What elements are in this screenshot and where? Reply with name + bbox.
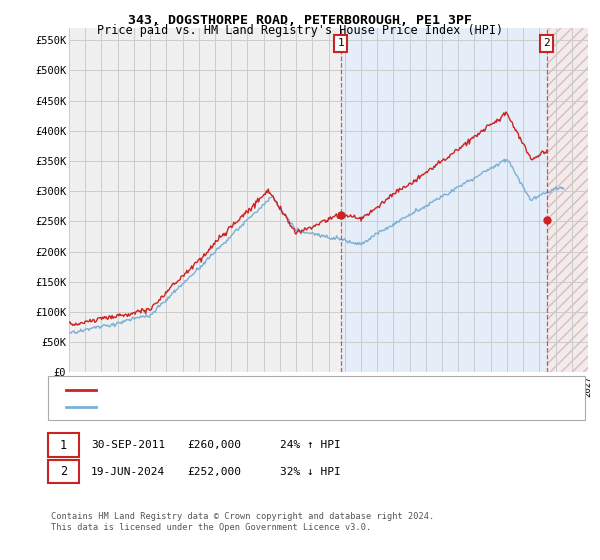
- Text: Price paid vs. HM Land Registry's House Price Index (HPI): Price paid vs. HM Land Registry's House …: [97, 24, 503, 37]
- Text: Contains HM Land Registry data © Crown copyright and database right 2024.
This d: Contains HM Land Registry data © Crown c…: [51, 512, 434, 532]
- Text: 24% ↑ HPI: 24% ↑ HPI: [280, 440, 341, 450]
- Bar: [341, 28, 547, 372]
- Text: 19-JUN-2024: 19-JUN-2024: [91, 466, 166, 477]
- Text: HPI: Average price, detached house, City of Peterborough: HPI: Average price, detached house, City…: [102, 402, 452, 412]
- Text: 1: 1: [337, 39, 344, 49]
- Text: £260,000: £260,000: [187, 440, 241, 450]
- Text: 1: 1: [60, 438, 67, 452]
- Text: £252,000: £252,000: [187, 466, 241, 477]
- Text: 30-SEP-2011: 30-SEP-2011: [91, 440, 166, 450]
- Text: 32% ↓ HPI: 32% ↓ HPI: [280, 466, 341, 477]
- Text: 2: 2: [60, 465, 67, 478]
- Text: 2: 2: [544, 39, 550, 49]
- Text: 343, DOGSTHORPE ROAD, PETERBOROUGH, PE1 3PF: 343, DOGSTHORPE ROAD, PETERBOROUGH, PE1 …: [128, 14, 472, 27]
- Text: 343, DOGSTHORPE ROAD, PETERBOROUGH, PE1 3PF (detached house): 343, DOGSTHORPE ROAD, PETERBOROUGH, PE1 …: [102, 385, 477, 395]
